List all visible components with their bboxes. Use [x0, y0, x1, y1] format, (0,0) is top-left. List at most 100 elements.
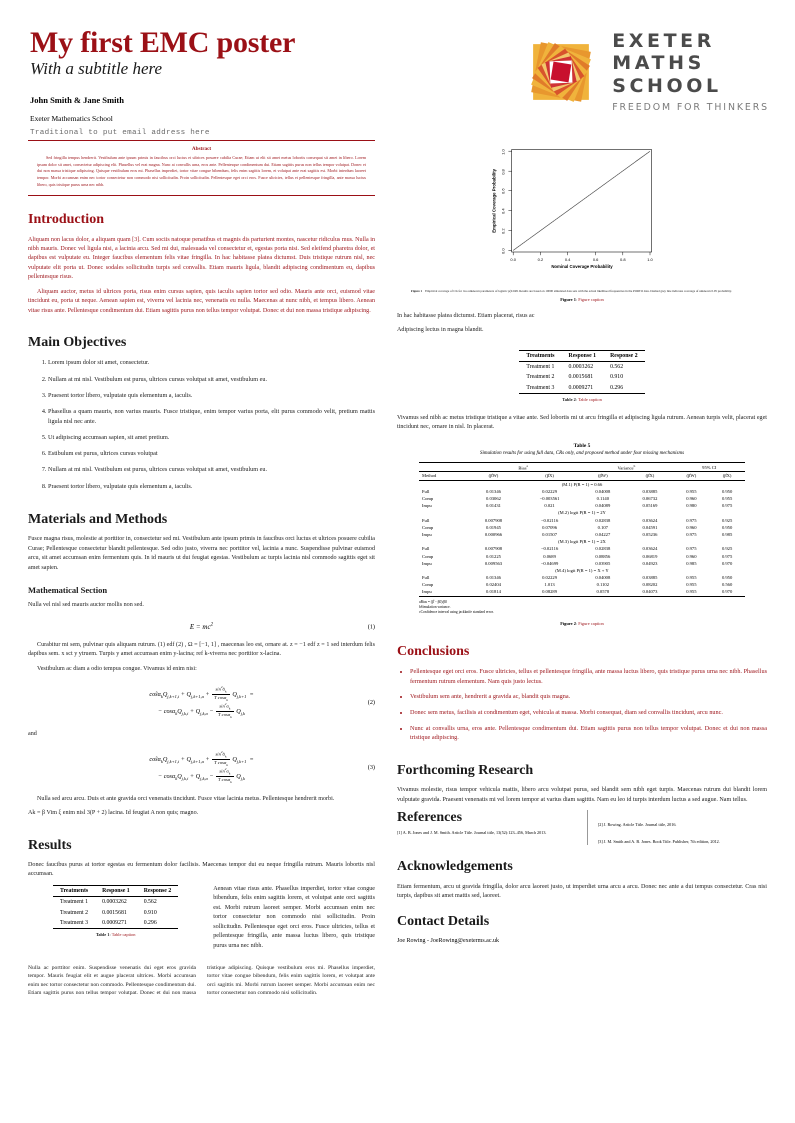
- list-item: Praesent tortor libero, vulputate quis e…: [48, 482, 375, 491]
- table-5-block: Table 5 Simulation results for using ful…: [397, 443, 767, 626]
- list-item: Nullam at mi nisl. Vestibulum est purus,…: [48, 375, 375, 384]
- mid-text-1: In hac habitasse platea dictumst. Etiam …: [397, 312, 535, 319]
- list-item: Donec sem metus, facilisis at condimentu…: [410, 708, 767, 718]
- logo-line-1: EXETER: [612, 30, 715, 52]
- svg-text:0.8: 0.8: [620, 257, 626, 262]
- svg-text:0.2: 0.2: [500, 228, 505, 234]
- table-row: Full 0.007908 −0.02116 0.02838 0.03624 0…: [419, 545, 745, 552]
- reference-item-3: [3] J. M. Smith and A. B. Jones. Book Ti…: [597, 839, 720, 845]
- cell-value: 0.975: [721, 503, 733, 509]
- cell-value: 0.970: [721, 560, 733, 566]
- column-header-treatments: Treatments: [519, 349, 562, 362]
- logo-line-2: MATHS: [612, 52, 705, 75]
- footnote-b: bSimulation variance.: [419, 604, 451, 609]
- figure-1-note-text: Empirical coverage of CIs for two unknow…: [425, 289, 732, 293]
- table-row: Comp 0.01945 0.07096 0.107 0.04591 0.960…: [419, 524, 745, 531]
- cell-value: 0.03624: [642, 517, 658, 523]
- svg-text:0.2: 0.2: [538, 257, 544, 262]
- table-row: Full 0.007908 −0.02116 0.02838 0.03624 0…: [419, 516, 745, 523]
- svg-text:0.0: 0.0: [510, 257, 516, 262]
- references-heading: References: [397, 810, 463, 826]
- svg-text:0.8: 0.8: [500, 168, 505, 174]
- cell-value: 0.970: [709, 588, 745, 597]
- spiral-squares-icon: [520, 31, 602, 113]
- cell-value: 0.05169: [642, 503, 658, 509]
- reference-item-1: [1] A. B. Jones and J. M. Smith. Article…: [397, 830, 547, 836]
- figure-1-label: Figure 1: [560, 296, 576, 302]
- cell-treatment: Treatment 1: [60, 899, 88, 906]
- subheader-var-w: (β̂W): [579, 471, 627, 481]
- cell-value: 0.107: [597, 524, 608, 530]
- table-2-caption-text: Table caption: [578, 397, 602, 403]
- cell-response-1: 0.0009271: [561, 382, 604, 395]
- svg-text:1.0: 1.0: [647, 257, 653, 262]
- table-row: Comp 0.03062 −0.003561 0.1140 0.06732 0.…: [419, 495, 745, 502]
- table-5-block-label-row: (M.4) logit P(R = 1) = X + Y: [419, 567, 745, 574]
- chart-xlabel: Nominal Coverage Probability: [551, 264, 613, 269]
- cell-value: 0.04227: [595, 531, 611, 537]
- cell-value: 0.02838: [595, 517, 611, 523]
- equation-2-body: cos̃αkQj,k+1,i + Qj,k+1,a + sin2̃αk T cos…: [149, 685, 254, 720]
- table-header-row: Treatments Response 1 Response 2: [519, 349, 645, 362]
- mathematical-section-heading: Mathematical Section: [28, 585, 108, 596]
- cell-value: 0.05236: [642, 531, 658, 537]
- column-header-response-1: Response 1: [95, 884, 137, 898]
- page-title: My first EMC poster: [30, 26, 296, 59]
- table-row: Impu 0.01814 0.08289 0.0578 0.04073 0.95…: [419, 588, 745, 597]
- cell-value: 0.955: [721, 496, 733, 502]
- contact-details-text: Joe Rowing - JoeRowing@exeterms.ac.uk: [397, 937, 500, 944]
- cell-value: 0.04591: [642, 524, 658, 530]
- cell-value: 0.985: [721, 531, 733, 537]
- cell-value: 0.950: [721, 524, 733, 530]
- cell-value: 0.01431: [486, 503, 501, 509]
- table-row: Comp 0.01225 0.0689 0.08856 0.06819 0.96…: [419, 552, 745, 559]
- cell-response-2: 0.562: [610, 364, 624, 371]
- cell-method: Full: [422, 517, 430, 523]
- table-5-block-label-row: (M.2) logit P(R = 1) = 2Y: [419, 509, 745, 516]
- poster-body: Abstract Sed fringilla tempus hendrerit.…: [0, 140, 795, 1000]
- results-two-column-text: Nulla ac porttitor enim. Suspendisse ven…: [28, 964, 375, 1000]
- equation-3-number: (3): [367, 763, 375, 771]
- table-row: Treatment 2 0.0015681 0.910: [53, 908, 178, 918]
- figure-1-caption-text: Figure caption: [578, 296, 604, 302]
- cell-value: 0.06819: [642, 553, 658, 559]
- equation-1-exponent: 2: [210, 622, 214, 628]
- coverage-probability-plot: 0.0 0.2 0.4 0.6 0.8 1.0 0.0: [462, 140, 702, 280]
- results-heading: Results: [28, 837, 72, 853]
- table-row: Impu 0.01431 0.021 0.04089 0.05169 0.980…: [419, 502, 745, 509]
- list-item: Pellentesque eget orci eros. Fusce ultri…: [410, 667, 767, 686]
- cell-value: 0.955: [686, 582, 697, 588]
- table-5-block-label-row: (M.3) logit P(R = 1) = 2X: [419, 538, 745, 545]
- cell-value: 0.975: [686, 546, 697, 552]
- poster-header: My first EMC poster With a subtitle here…: [0, 0, 795, 140]
- cell-treatment: Treatment 1: [526, 364, 555, 371]
- introduction-paragraph-2: Aliquam auctor, metus id ultrices porta,…: [28, 288, 375, 314]
- cell-value: 0.985: [686, 560, 697, 566]
- cell-value: 0.975: [686, 531, 697, 537]
- cell-value: −0.02116: [540, 517, 559, 523]
- method-label: Method: [419, 471, 468, 481]
- table-1-caption-text: Table caption: [111, 932, 136, 938]
- cell-value: 0.960: [686, 524, 697, 530]
- svg-text:0.0: 0.0: [500, 248, 505, 254]
- cell-value: 0.000966: [484, 531, 503, 537]
- block-label-m4: (M.4) logit P(R = 1) = X + Y: [555, 567, 609, 573]
- cell-value: 0.06732: [642, 496, 658, 502]
- cell-treatment: Treatment 2: [60, 909, 88, 916]
- table-5-title: Simulation results for using full data, …: [479, 450, 685, 456]
- treatments-table: Treatments Response 1 Response 2 Treatme…: [53, 884, 179, 930]
- column-header-response-1: Response 1: [561, 349, 604, 362]
- cell-value: 0.03905: [595, 560, 611, 566]
- simulation-results-table: Biasa Varianceb 95% CI Method (β̂W) (β̂X…: [419, 461, 745, 597]
- subheader-bias-x: (β̂X): [519, 471, 580, 481]
- cell-value: 0.08856: [595, 553, 611, 559]
- objectives-list: Lorem ipsum dolor sit amet, consectetur.…: [28, 358, 375, 491]
- table-2-caption: Table 2: Table caption: [562, 397, 602, 403]
- table-5-footnotes: aBias = (β̂ − β0)/β0 bSimulation varianc…: [419, 600, 745, 616]
- forthcoming-research-text: Vivamus molestie, risus tempor vehicula …: [397, 787, 767, 803]
- cell-value: 0.01346: [486, 575, 501, 581]
- forthcoming-research-heading: Forthcoming Research: [397, 762, 534, 778]
- cell-value: −0.04699: [540, 560, 559, 566]
- abstract-block: Abstract Sed fringilla tempus hendrerit.…: [28, 140, 375, 197]
- figure-1-block: 0.0 0.2 0.4 0.6 0.8 1.0 0.0: [397, 140, 767, 302]
